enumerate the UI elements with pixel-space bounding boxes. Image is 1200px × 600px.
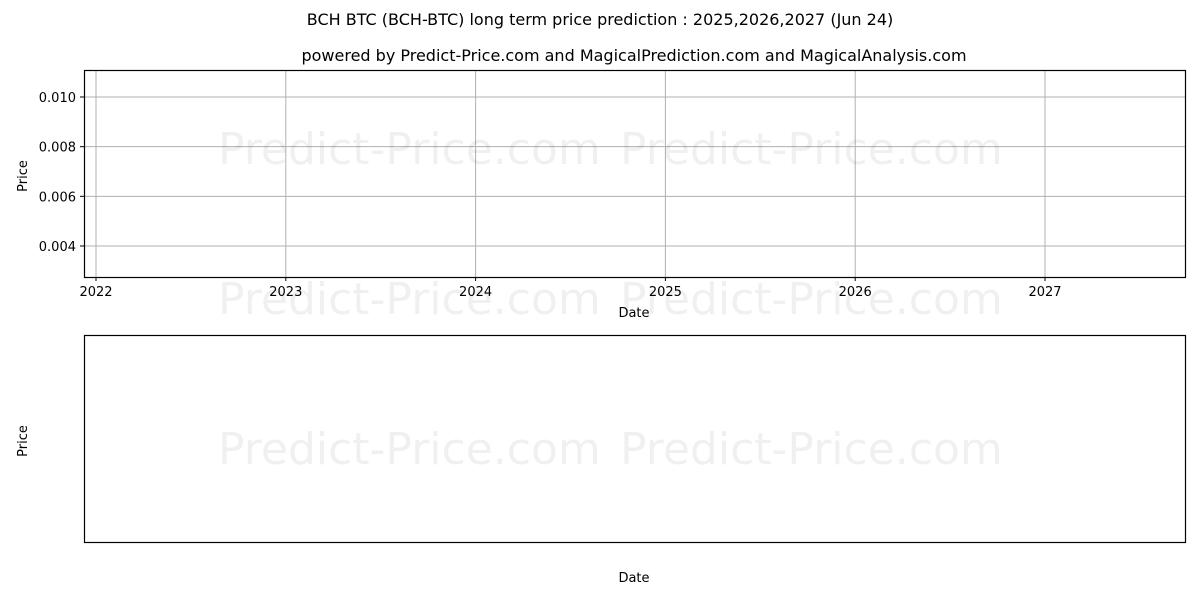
top-y-axis-label: Price xyxy=(16,160,31,192)
x-tick-label: 2023 xyxy=(269,285,302,300)
y-tick-label: 0.010 xyxy=(39,91,76,106)
bottom-chart: Predict-Price.com Predict-Price.com Date… xyxy=(16,334,1187,586)
watermark: Predict-Price.com xyxy=(218,424,601,475)
watermark: Predict-Price.com xyxy=(620,424,1003,475)
watermark: Predict-Price.com xyxy=(218,274,601,325)
bottom-x-axis-label: Date xyxy=(618,571,649,586)
top-x-axis: 2022 2023 2024 2025 2026 2027 xyxy=(79,277,1062,300)
y-tick-label: 0.008 xyxy=(39,141,76,156)
watermark: Predict-Price.com xyxy=(620,274,1003,325)
bottom-plot-frame xyxy=(83,334,1187,544)
x-tick-label: 2026 xyxy=(839,285,872,300)
watermark: Predict-Price.com xyxy=(620,124,1003,175)
bottom-watermarks: Predict-Price.com Predict-Price.com xyxy=(218,424,1003,475)
y-tick-label: 0.006 xyxy=(39,190,76,205)
chart-subtitle: powered by Predict-Price.com and Magical… xyxy=(301,46,967,65)
top-watermarks: Predict-Price.com Predict-Price.com Pred… xyxy=(218,124,1003,325)
top-chart: Predict-Price.com Predict-Price.com Pred… xyxy=(16,69,1187,325)
x-tick-label: 2024 xyxy=(459,285,492,300)
bottom-y-axis-label: Price xyxy=(16,425,31,457)
top-y-axis: 0.004 0.006 0.008 0.010 xyxy=(39,91,84,255)
top-x-axis-label: Date xyxy=(618,306,649,321)
x-tick-label: 2027 xyxy=(1028,285,1061,300)
top-plot-frame xyxy=(83,69,1187,279)
x-tick-label: 2022 xyxy=(79,285,112,300)
chart-title: BCH BTC (BCH-BTC) long term price predic… xyxy=(306,10,894,29)
y-tick-label: 0.004 xyxy=(39,240,76,255)
x-tick-label: 2025 xyxy=(649,285,682,300)
top-grid xyxy=(84,70,1185,277)
watermark: Predict-Price.com xyxy=(218,124,601,175)
